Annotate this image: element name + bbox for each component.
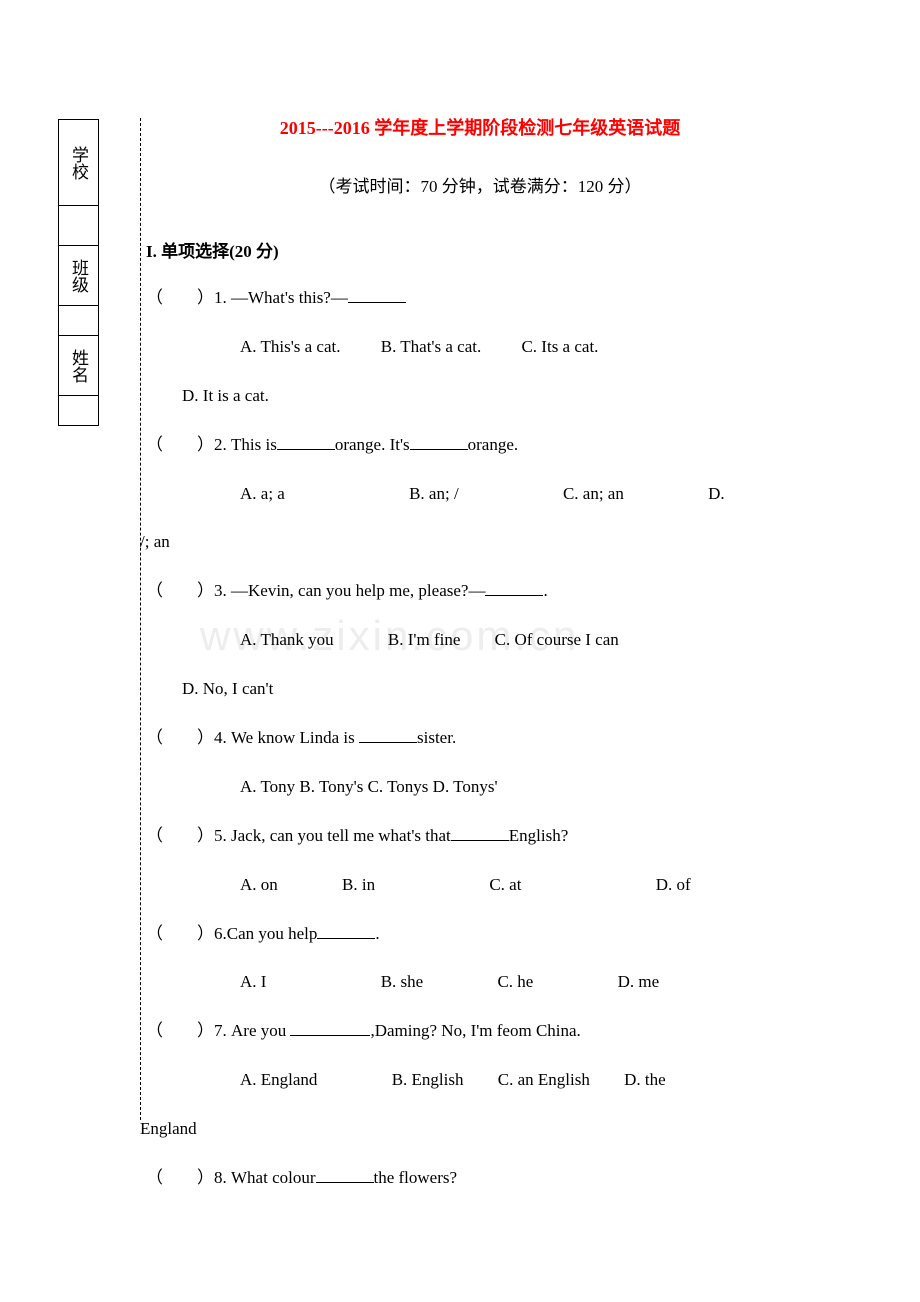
q7-stem: （ ）7. Are you ,Daming? No, I'm feom Chin… — [146, 1017, 820, 1046]
q8-stem-pre: （ ）8. What colour — [146, 1168, 316, 1187]
q6-stem-post: . — [375, 924, 379, 943]
q3-stem-post: . — [543, 581, 547, 600]
q2-optC: C. an; an — [563, 484, 624, 503]
q7-optC: C. an English — [498, 1070, 590, 1089]
student-info-table: 学校 班级 姓名 — [58, 119, 99, 426]
exam-title: 2015---2016 学年度上学期阶段检测七年级英语试题 — [140, 114, 820, 140]
q6-optA: A. I — [240, 972, 266, 991]
q2-options-line1: A. a; a B. an; / C. an; an D. — [240, 480, 820, 509]
q5-optA: A. on — [240, 875, 278, 894]
q8-stem-post: the flowers? — [374, 1168, 458, 1187]
q1-options-line1: A. This's a cat. B. That's a cat. C. Its… — [240, 333, 820, 362]
q2-stem-pre: （ ）2. This is — [146, 435, 277, 454]
q5-stem-pre: （ ）5. Jack, can you tell me what's that — [146, 826, 451, 845]
blank — [290, 1019, 370, 1036]
q4-stem-post: sister. — [417, 728, 456, 747]
exam-content: 2015---2016 学年度上学期阶段检测七年级英语试题 （考试时间：70 分… — [140, 110, 860, 1213]
q3-optB: B. I'm fine — [388, 630, 460, 649]
q5-optB: B. in — [342, 875, 375, 894]
q7-stem-post: ,Daming? No, I'm feom China. — [370, 1021, 580, 1040]
blank — [317, 922, 375, 939]
q3-options-line1: A. Thank you B. I'm fine C. Of course I … — [240, 626, 820, 655]
q2-stem-mid: orange. It's — [335, 435, 410, 454]
q3-stem: （ ）3. —Kevin, can you help me, please?—. — [146, 577, 820, 606]
q2-optA: A. a; a — [240, 484, 285, 503]
blank — [410, 433, 468, 450]
name-blank — [59, 396, 99, 426]
blank — [316, 1166, 374, 1183]
q3-stem-pre: （ ）3. —Kevin, can you help me, please?— — [146, 581, 485, 600]
school-label: 学校 — [59, 120, 99, 206]
q6-optD: D. me — [618, 972, 660, 991]
blank — [485, 579, 543, 596]
q7-options-line1: A. England B. English C. an English D. t… — [240, 1066, 820, 1095]
q7-optB: B. English — [392, 1070, 464, 1089]
class-blank — [59, 306, 99, 336]
q2-stem: （ ）2. This is orange. It's orange. — [146, 431, 820, 460]
q5-optC: C. at — [489, 875, 521, 894]
blank — [348, 286, 406, 303]
q4-opts: A. Tony B. Tony's C. Tonys D. Tonys' — [240, 777, 498, 796]
q3-options-line2: D. No, I can't — [182, 675, 820, 704]
q2-optD2: /; an — [140, 532, 170, 551]
blank — [277, 433, 335, 450]
q1-optD: D. It is a cat. — [182, 386, 269, 405]
q1-optB: B. That's a cat. — [381, 337, 481, 356]
q5-optD: D. of — [656, 875, 691, 894]
q3-optD: D. No, I can't — [182, 679, 273, 698]
section-1-header: I. 单项选择(20 分) — [146, 237, 820, 262]
q1-stem-text: （ ）1. —What's this?— — [146, 288, 348, 307]
school-blank — [59, 206, 99, 246]
q2-stem-post: orange. — [468, 435, 519, 454]
q6-optC: C. he — [497, 972, 533, 991]
q7-stem-pre: （ ）7. Are you — [146, 1021, 290, 1040]
exam-info: （考试时间：70 分钟，试卷满分：120 分） — [140, 172, 820, 197]
q6-stem: （ ）6.Can you help. — [146, 920, 820, 949]
q1-optC: C. Its a cat. — [521, 337, 598, 356]
class-label: 班级 — [59, 246, 99, 306]
q4-stem: （ ）4. We know Linda is sister. — [146, 724, 820, 753]
q1-options-line2: D. It is a cat. — [182, 382, 820, 411]
q2-optD: D. — [708, 484, 725, 503]
q7-optD2: England — [140, 1119, 197, 1138]
q5-stem-post: English? — [509, 826, 569, 845]
q3-optC: C. Of course I can — [495, 630, 619, 649]
q5-stem: （ ）5. Jack, can you tell me what's that E… — [146, 822, 820, 851]
q7-options-line2: England — [140, 1115, 820, 1144]
q3-optA: A. Thank you — [240, 630, 334, 649]
q8-stem: （ ）8. What colour the flowers? — [146, 1164, 820, 1193]
q6-stem-pre: （ ）6.Can you help — [146, 924, 317, 943]
q4-options: A. Tony B. Tony's C. Tonys D. Tonys' — [240, 773, 820, 802]
q2-optB: B. an; / — [409, 484, 459, 503]
q6-options: A. I B. she C. he D. me — [240, 968, 820, 997]
blank — [451, 824, 509, 841]
q4-stem-pre: （ ）4. We know Linda is — [146, 728, 359, 747]
q6-optB: B. she — [381, 972, 424, 991]
q7-optD: D. the — [624, 1070, 666, 1089]
q2-options-line2: /; an — [140, 528, 820, 557]
blank — [359, 726, 417, 743]
q1-stem: （ ）1. —What's this?— — [146, 284, 820, 313]
q1-optA: A. This's a cat. — [240, 337, 340, 356]
q5-options: A. on B. in C. at D. of — [240, 871, 820, 900]
q7-optA: A. England — [240, 1070, 317, 1089]
name-label: 姓名 — [59, 336, 99, 396]
